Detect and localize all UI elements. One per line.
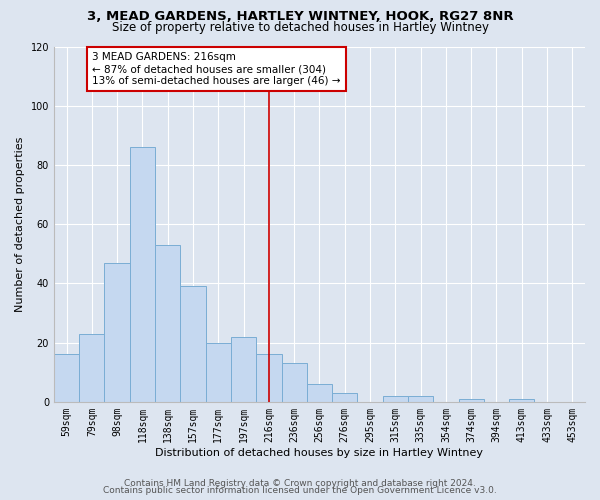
- Text: Contains public sector information licensed under the Open Government Licence v3: Contains public sector information licen…: [103, 486, 497, 495]
- X-axis label: Distribution of detached houses by size in Hartley Wintney: Distribution of detached houses by size …: [155, 448, 484, 458]
- Bar: [332, 393, 358, 402]
- Bar: [307, 384, 332, 402]
- Bar: [206, 342, 231, 402]
- Text: 3 MEAD GARDENS: 216sqm
← 87% of detached houses are smaller (304)
13% of semi-de: 3 MEAD GARDENS: 216sqm ← 87% of detached…: [92, 52, 340, 86]
- Bar: [79, 334, 104, 402]
- Bar: [458, 399, 484, 402]
- Text: Contains HM Land Registry data © Crown copyright and database right 2024.: Contains HM Land Registry data © Crown c…: [124, 478, 476, 488]
- Bar: [281, 364, 307, 402]
- Bar: [104, 262, 130, 402]
- Bar: [408, 396, 433, 402]
- Text: Size of property relative to detached houses in Hartley Wintney: Size of property relative to detached ho…: [112, 21, 488, 34]
- Bar: [509, 399, 535, 402]
- Bar: [383, 396, 408, 402]
- Bar: [181, 286, 206, 402]
- Bar: [130, 147, 155, 402]
- Text: 3, MEAD GARDENS, HARTLEY WINTNEY, HOOK, RG27 8NR: 3, MEAD GARDENS, HARTLEY WINTNEY, HOOK, …: [86, 10, 514, 23]
- Bar: [231, 336, 256, 402]
- Bar: [256, 354, 281, 402]
- Bar: [54, 354, 79, 402]
- Y-axis label: Number of detached properties: Number of detached properties: [15, 136, 25, 312]
- Bar: [155, 245, 181, 402]
